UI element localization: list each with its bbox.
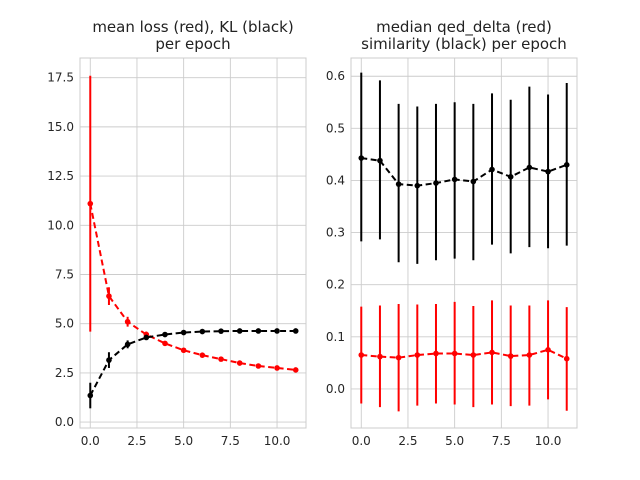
y-tick-label: 0.6 [326, 69, 345, 83]
data-point [507, 174, 514, 180]
series-line [89, 329, 296, 396]
data-point [358, 352, 365, 358]
x-tick-label: 2.5 [127, 434, 146, 448]
chart-title-line: median qed_delta (red) [376, 18, 552, 37]
data-point [106, 357, 112, 363]
y-tick-label: 0.0 [55, 415, 74, 429]
left-panel-loss-kl: mean loss (red), KL (black)per epoch 0.0 2… [47, 18, 307, 448]
y-tick-label: 0.4 [326, 173, 345, 187]
data-point [414, 182, 421, 189]
data-point [199, 352, 206, 358]
data-point [236, 328, 243, 334]
x-tick-label: 0.0 [352, 434, 371, 448]
data-point [470, 178, 477, 185]
data-point [377, 353, 383, 360]
data-point [563, 355, 570, 362]
x-tick-label: 10.0 [264, 434, 291, 448]
data-point [526, 352, 533, 358]
x-tick-label: 5.0 [445, 434, 464, 448]
x-tick-label: 7.5 [221, 434, 240, 448]
data-point [433, 180, 439, 186]
data-point [199, 328, 206, 335]
data-point [274, 328, 280, 334]
y-tick-label: 0.2 [326, 278, 345, 292]
data-point [106, 293, 112, 299]
data-point [180, 329, 187, 336]
data-point [563, 162, 570, 168]
data-point [414, 352, 421, 358]
series-line [361, 348, 568, 360]
y-tick-label: 17.5 [47, 71, 74, 85]
y-tick-label: 7.5 [55, 267, 74, 281]
data-point [180, 347, 187, 354]
data-point [162, 331, 168, 338]
data-point [87, 392, 94, 399]
series-line [89, 203, 296, 371]
chart-title-line: per epoch [155, 35, 230, 53]
x-tick-label: 0.0 [81, 434, 100, 448]
y-tick-label: 10.0 [47, 218, 74, 232]
y-tick-label: 0.3 [326, 226, 345, 240]
data-point [87, 200, 94, 207]
plot-frame [350, 57, 578, 429]
data-point [292, 328, 299, 334]
x-tick-label: 5.0 [174, 434, 193, 448]
x-tick-label: 2.5 [398, 434, 417, 448]
y-tick-label: 0.5 [326, 121, 345, 135]
series-1 [358, 72, 570, 264]
series-0 [358, 300, 570, 412]
data-point [545, 168, 551, 175]
data-point [451, 350, 458, 357]
series-1 [87, 328, 299, 409]
x-tick-label: 10.0 [535, 434, 562, 448]
data-point [255, 328, 262, 334]
y-tick-label: 12.5 [47, 169, 74, 183]
y-tick-label: 15.0 [47, 120, 74, 134]
data-point [162, 340, 168, 347]
data-point [507, 353, 514, 359]
chart-title-line: mean loss (red), KL (black) [92, 18, 293, 36]
data-point [395, 354, 402, 361]
y-tick-label: 0.1 [326, 330, 345, 344]
data-point [433, 350, 439, 357]
data-point [292, 367, 299, 373]
series-line [361, 157, 568, 187]
y-tick-label: 5.0 [55, 317, 74, 331]
data-point [255, 363, 262, 369]
data-point [526, 164, 533, 171]
data-point [395, 181, 402, 187]
data-point [451, 176, 458, 183]
data-point [124, 318, 131, 325]
data-point [489, 349, 495, 356]
data-point [218, 328, 224, 334]
data-point [124, 341, 131, 348]
chart-title-line: similarity (black) per epoch [361, 35, 567, 53]
data-point [143, 334, 150, 341]
data-point [545, 347, 551, 353]
x-tick-label: 7.5 [492, 434, 511, 448]
data-point [377, 157, 383, 164]
data-point [358, 155, 365, 161]
y-tick-label: 0.0 [326, 382, 345, 396]
data-point [218, 356, 224, 362]
data-point [236, 360, 243, 366]
data-point [274, 365, 280, 371]
plot-frame [79, 57, 307, 429]
data-point [489, 166, 495, 173]
series-0 [87, 75, 299, 373]
data-point [470, 352, 477, 358]
y-tick-label: 2.5 [55, 366, 74, 380]
right-panel-qed-similarity: median qed_delta (red)similarity (black)… [326, 18, 578, 448]
